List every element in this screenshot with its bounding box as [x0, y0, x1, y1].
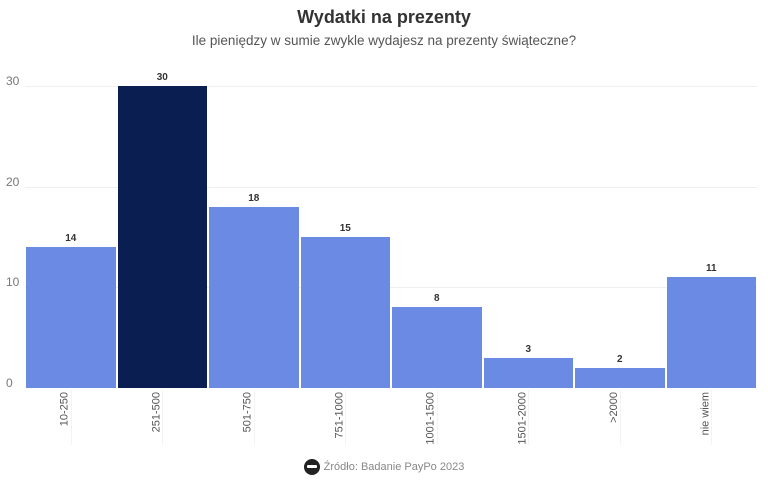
plot-area: 14 30 18 15 8 3 2 11 — [25, 72, 757, 388]
chart-subtitle: Ile pieniędzy w sumie zwykle wydajesz na… — [191, 33, 577, 48]
x-tick-label: 1501-2000 — [516, 392, 529, 445]
bar-value-label: 8 — [433, 293, 440, 305]
brand-logo-icon — [303, 459, 320, 475]
bar-value-label: 3 — [525, 343, 532, 355]
gridline — [25, 287, 757, 289]
x-tick-line — [70, 390, 72, 445]
chart-title: Wydatki na prezenty — [297, 7, 471, 27]
bar-251-500[interactable] — [117, 86, 207, 388]
x-tick-label: 251-500 — [150, 392, 163, 433]
x-tick-line — [253, 390, 255, 445]
bar-10-250[interactable] — [26, 247, 116, 388]
x-tick-label: 10-250 — [58, 392, 71, 427]
bar-value-label: 11 — [705, 263, 717, 275]
bar-1001-1500[interactable] — [392, 307, 482, 388]
bar-1501-2000[interactable] — [483, 357, 573, 388]
bar-value-label: 14 — [65, 233, 77, 245]
x-tick-label: 501-750 — [241, 392, 254, 433]
source-text: Źródło: Badanie PayPo 2023 — [323, 460, 465, 473]
x-tick-label: >2000 — [607, 392, 620, 423]
bar-751-1000[interactable] — [300, 237, 390, 388]
x-tick-label: 1001-1500 — [424, 392, 437, 445]
bar-value-label: 18 — [248, 192, 260, 204]
x-tick-line — [345, 390, 347, 445]
x-tick-line — [162, 390, 164, 445]
gridline — [25, 186, 757, 188]
bar-value-label: 15 — [339, 223, 351, 234]
x-tick-label: 751-1000 — [333, 392, 346, 439]
bar-value-label: 30 — [156, 72, 168, 83]
bar->2000[interactable] — [575, 367, 665, 388]
x-tick-line — [528, 390, 530, 445]
x-tick-line — [711, 390, 713, 445]
bar-nie wiem[interactable] — [666, 277, 756, 388]
x-tick-label: nie wiem — [699, 392, 712, 436]
bar-value-label: 2 — [616, 353, 623, 365]
gridline — [25, 86, 757, 87]
source-note: Źródło: Badanie PayPo 2023 — [0, 459, 768, 475]
bar-501-750[interactable] — [209, 206, 299, 388]
y-tick-label: 30 — [6, 74, 20, 88]
y-tick-label: 20 — [6, 174, 20, 189]
x-tick-line — [436, 390, 438, 445]
y-tick-label: 10 — [6, 275, 20, 290]
x-tick-line — [619, 390, 621, 445]
y-tick-label: 0 — [6, 376, 13, 390]
